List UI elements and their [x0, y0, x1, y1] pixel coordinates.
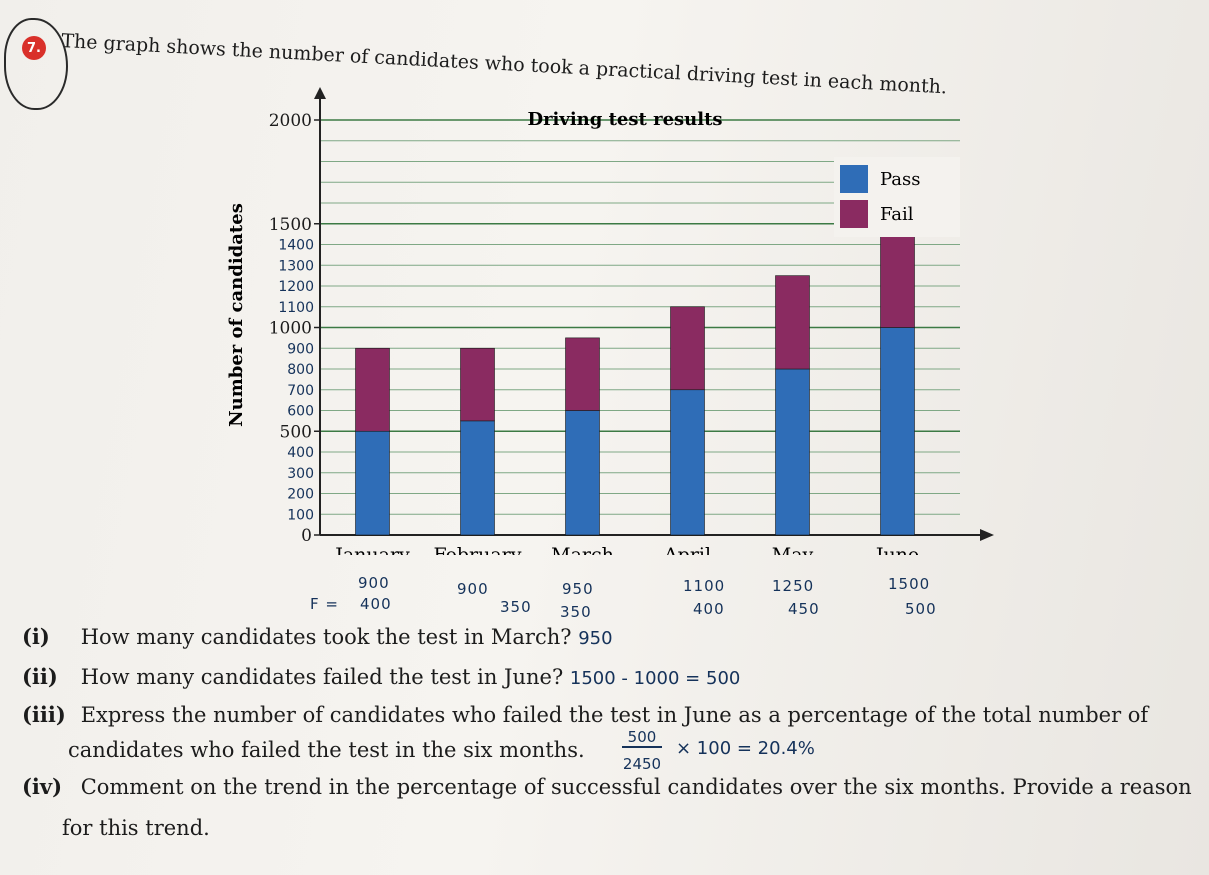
y-handwritten-tick-label: 1400 [278, 238, 314, 254]
bar-pass-april [670, 389, 705, 536]
question-i: (i) How many candidates took the test in… [22, 624, 613, 649]
y-axis-arrow [314, 87, 326, 99]
y-handwritten-tick-label: 400 [287, 445, 314, 461]
legend-swatch-fail [840, 200, 868, 228]
question-ii-text: How many candidates failed the test in J… [80, 665, 564, 689]
bar-pass-march [565, 410, 600, 536]
y-handwritten-tick-label: 1200 [278, 279, 314, 295]
y-axis-label: Number of candidates [226, 203, 247, 427]
question-ii: (ii) How many candidates failed the test… [22, 664, 740, 689]
fail-january: 400 [360, 595, 392, 613]
question-iv-text: Comment on the trend in the percentage o… [80, 775, 1192, 799]
x-tick-label: May [772, 544, 814, 555]
fail-march: 350 [560, 603, 592, 621]
question-iii-line2: candidates who failed the test in the si… [68, 738, 585, 762]
bar-pass-june [880, 327, 915, 536]
y-handwritten-tick-label: 1300 [278, 258, 314, 274]
x-tick-label: March [551, 544, 614, 555]
question-iv: (iv) Comment on the trend in the percent… [22, 774, 1192, 799]
fraction-numerator: 500 [622, 728, 662, 748]
y-handwritten-tick-label: 1100 [278, 300, 314, 316]
x-axis-arrow [980, 529, 994, 541]
bar-fail-march [565, 337, 600, 411]
fraction-denominator: 2450 [622, 755, 662, 773]
question-iii-text2: candidates who failed the test in the si… [68, 738, 585, 762]
question-ii-answer: 1500 - 1000 = 500 [569, 668, 741, 689]
y-tick-label: 0 [301, 526, 312, 546]
total-february: 900 [457, 580, 489, 598]
hand-drawn-circle [4, 18, 68, 110]
fail-may: 450 [788, 600, 820, 618]
question-iii-text: Express the number of candidates who fai… [80, 703, 1149, 727]
y-handwritten-tick-label: 700 [287, 383, 314, 399]
y-tick-label: 1000 [269, 319, 312, 339]
question-iii-label: (iii) [22, 702, 66, 727]
legend-label-fail: Fail [880, 204, 914, 225]
y-tick-label: 1500 [269, 215, 312, 235]
bar-fail-april [670, 306, 705, 391]
legend-label-pass: Pass [880, 169, 921, 190]
y-handwritten-tick-label: 900 [287, 341, 314, 357]
bar-fail-january [355, 347, 390, 432]
legend-swatch-pass [840, 165, 868, 193]
fail-february: 350 [500, 598, 532, 616]
x-tick-label: June [874, 544, 919, 555]
question-iv-text2: for this trend. [62, 816, 210, 840]
total-june: 1500 [888, 575, 931, 593]
driving-test-chart: 0 500 1000 1500 2000 100 200 300 400 600 700 800 900… [226, 87, 994, 555]
y-handwritten-tick-label: 800 [287, 362, 314, 378]
bar-fail-june [880, 223, 915, 328]
bar-fail-may [775, 275, 810, 370]
question-i-answer: 950 [578, 628, 613, 649]
question-iv-line2: for this trend. [62, 816, 210, 840]
question-iv-label: (iv) [22, 774, 63, 799]
question-ii-label: (ii) [22, 664, 58, 689]
y-handwritten-tick-label: 200 [287, 487, 314, 503]
x-tick-label: January [333, 544, 410, 555]
question-iii-answer: × 100 = 20.4% [676, 738, 815, 759]
bar-pass-february [460, 420, 495, 536]
fail-april: 400 [693, 600, 725, 618]
question-i-text: How many candidates took the test in Mar… [80, 625, 572, 649]
total-january: 900 [358, 574, 390, 592]
total-may: 1250 [772, 577, 815, 595]
bar-pass-may [775, 368, 810, 536]
question-i-label: (i) [22, 624, 50, 649]
fail-june: 500 [905, 600, 937, 618]
bar-fail-february [460, 347, 495, 422]
chart-title: Driving test results [527, 109, 722, 130]
bar-pass-january [355, 430, 390, 536]
y-tick-label: 500 [280, 422, 312, 442]
x-tick-label: April [663, 544, 711, 555]
y-handwritten-tick-label: 300 [287, 466, 314, 482]
y-handwritten-tick-label: 600 [287, 404, 314, 420]
total-april: 1100 [683, 577, 726, 595]
total-march: 950 [562, 580, 594, 598]
y-handwritten-tick-label: 100 [287, 507, 314, 523]
y-tick-label: 2000 [269, 111, 312, 131]
question-iii: (iii) Express the number of candidates w… [22, 702, 1148, 727]
x-tick-label: February [433, 544, 521, 555]
question-number-badge: 7. [22, 36, 46, 60]
fail-prefix: F = [310, 595, 339, 613]
